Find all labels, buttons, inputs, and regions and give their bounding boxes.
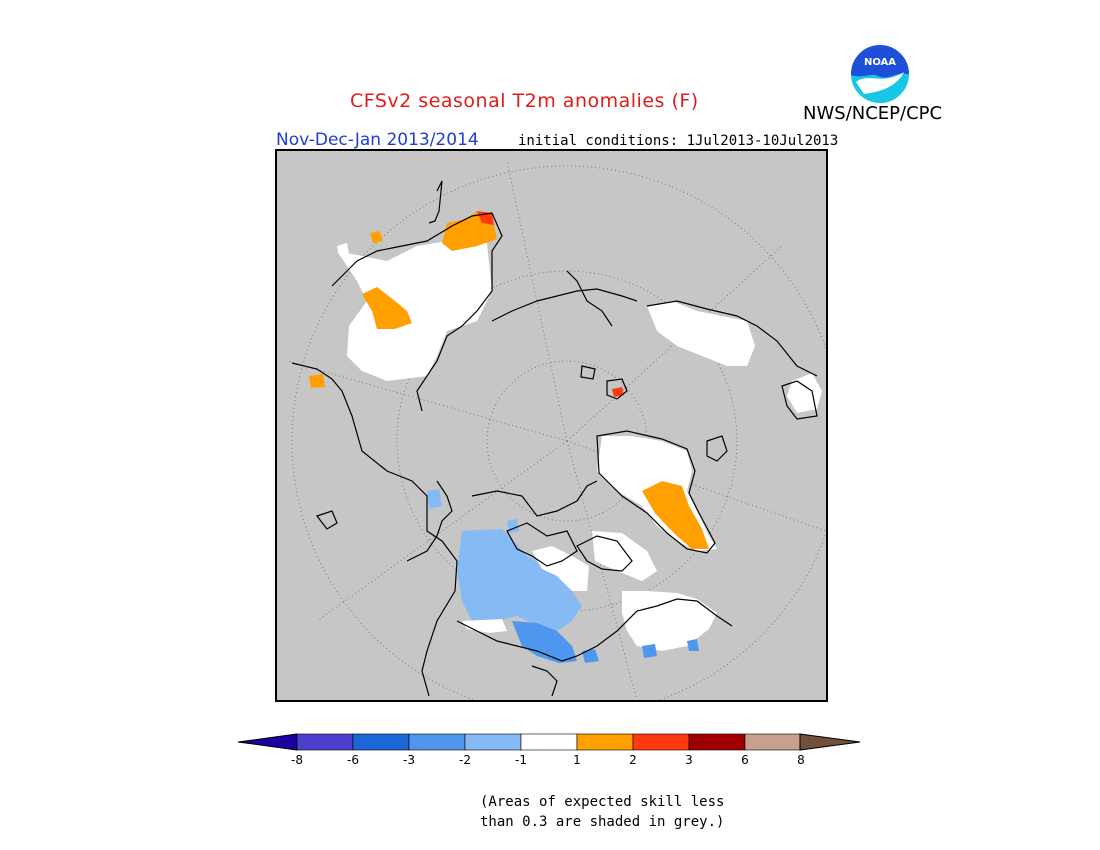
legend-label: -6 bbox=[347, 753, 359, 767]
svg-text:NOAA: NOAA bbox=[864, 57, 896, 68]
skill-note: (Areas of expected skill less than 0.3 a… bbox=[480, 792, 724, 832]
polar-map bbox=[286, 160, 826, 700]
agency-label: NWS/NCEP/CPC bbox=[803, 103, 943, 124]
legend-label: -1 bbox=[515, 753, 527, 767]
legend-box bbox=[464, 733, 522, 751]
legend-labels: -8 -6 -3 -2 -1 1 2 3 6 8 bbox=[238, 753, 868, 771]
north-america-anomaly-region bbox=[427, 489, 717, 663]
legend-label: 6 bbox=[741, 753, 749, 767]
greenland-anomaly-region bbox=[597, 436, 717, 551]
legend-arrow-left bbox=[238, 733, 298, 751]
season-label: Nov-Dec-Jan 2013/2014 bbox=[276, 130, 479, 150]
legend-boxes bbox=[296, 733, 802, 751]
noaa-logo: NOAA bbox=[849, 43, 911, 105]
legend-label: 1 bbox=[573, 753, 581, 767]
legend-label: 2 bbox=[629, 753, 637, 767]
legend-label: -2 bbox=[459, 753, 471, 767]
initial-conditions-label: initial conditions: 1Jul2013-10Jul2013 bbox=[518, 133, 839, 149]
legend-arrow-right bbox=[799, 733, 861, 751]
coastlines bbox=[291, 180, 818, 697]
legend-label: -8 bbox=[291, 753, 303, 767]
europe-anomaly-region bbox=[612, 301, 822, 413]
map-title: CFSv2 seasonal T2m anomalies (F) bbox=[350, 90, 699, 112]
map-panel bbox=[275, 149, 828, 702]
legend-box bbox=[576, 733, 634, 751]
asia-anomaly-region bbox=[309, 211, 497, 388]
skill-note-line: than 0.3 are shaded in grey.) bbox=[480, 814, 725, 830]
legend-box bbox=[408, 733, 466, 751]
skill-note-line: (Areas of expected skill less bbox=[480, 794, 725, 810]
legend-label: 8 bbox=[797, 753, 805, 767]
legend-label: 3 bbox=[685, 753, 693, 767]
legend-colorbar bbox=[238, 733, 861, 751]
legend-box bbox=[632, 733, 690, 751]
legend-box bbox=[352, 733, 410, 751]
legend-box bbox=[296, 733, 354, 751]
legend-box bbox=[520, 733, 578, 751]
longitude-lines bbox=[286, 160, 826, 700]
legend-box bbox=[688, 733, 746, 751]
legend-box bbox=[744, 733, 802, 751]
legend-label: -3 bbox=[403, 753, 415, 767]
